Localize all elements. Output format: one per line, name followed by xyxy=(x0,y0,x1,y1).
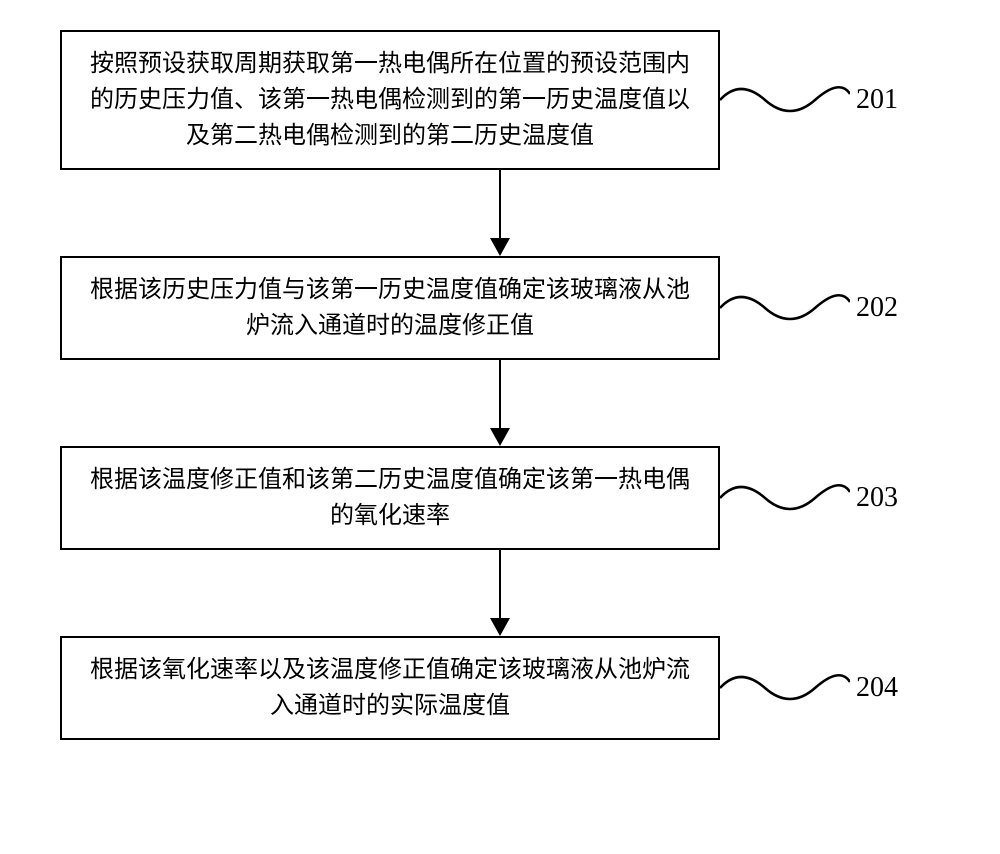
step-number: 203 xyxy=(856,482,898,514)
step-text: 根据该温度修正值和该第二历史温度值确定该第一热电偶的氧化速率 xyxy=(84,462,696,534)
step-text: 按照预设获取周期获取第一热电偶所在位置的预设范围内的历史压力值、该第一热电偶检测… xyxy=(84,46,696,154)
arrow-line-icon xyxy=(499,550,501,620)
arrow-line-icon xyxy=(499,360,501,430)
flow-arrow xyxy=(170,550,830,636)
step-text: 根据该历史压力值与该第一历史温度值确定该玻璃液从池炉流入通道时的温度修正值 xyxy=(84,272,696,344)
connector: 201 xyxy=(720,80,930,120)
step-number: 202 xyxy=(856,292,898,324)
flow-arrow xyxy=(170,170,830,256)
arrow-head-icon xyxy=(490,428,510,446)
step-number: 201 xyxy=(856,84,898,116)
step-box-203: 根据该温度修正值和该第二历史温度值确定该第一热电偶的氧化速率 xyxy=(60,446,720,550)
flow-step: 根据该历史压力值与该第一历史温度值确定该玻璃液从池炉流入通道时的温度修正值 20… xyxy=(60,256,940,360)
flow-arrow xyxy=(170,360,830,446)
flow-step: 按照预设获取周期获取第一热电偶所在位置的预设范围内的历史压力值、该第一热电偶检测… xyxy=(60,30,940,170)
connector: 204 xyxy=(720,668,930,708)
flow-step: 根据该氧化速率以及该温度修正值确定该玻璃液从池炉流入通道时的实际温度值 204 xyxy=(60,636,940,740)
step-box-204: 根据该氧化速率以及该温度修正值确定该玻璃液从池炉流入通道时的实际温度值 xyxy=(60,636,720,740)
flow-step: 根据该温度修正值和该第二历史温度值确定该第一热电偶的氧化速率 203 xyxy=(60,446,940,550)
arrow-head-icon xyxy=(490,238,510,256)
step-box-201: 按照预设获取周期获取第一热电偶所在位置的预设范围内的历史压力值、该第一热电偶检测… xyxy=(60,30,720,170)
arrow-line-icon xyxy=(499,170,501,240)
wavy-line-icon xyxy=(720,478,850,518)
step-box-202: 根据该历史压力值与该第一历史温度值确定该玻璃液从池炉流入通道时的温度修正值 xyxy=(60,256,720,360)
step-text: 根据该氧化速率以及该温度修正值确定该玻璃液从池炉流入通道时的实际温度值 xyxy=(84,652,696,724)
connector: 202 xyxy=(720,288,930,328)
step-number: 204 xyxy=(856,672,898,704)
wavy-line-icon xyxy=(720,80,850,120)
flowchart-container: 按照预设获取周期获取第一热电偶所在位置的预设范围内的历史压力值、该第一热电偶检测… xyxy=(60,30,940,740)
connector: 203 xyxy=(720,478,930,518)
arrow-head-icon xyxy=(490,618,510,636)
wavy-line-icon xyxy=(720,668,850,708)
wavy-line-icon xyxy=(720,288,850,328)
